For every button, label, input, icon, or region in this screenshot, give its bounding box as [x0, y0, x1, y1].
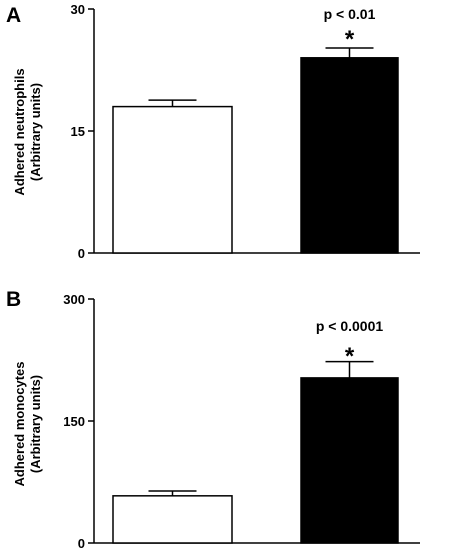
panel-a-p-value: p < 0.01 — [324, 6, 376, 22]
panel-a: A Adhered neutrophils (Arbitrary units) … — [6, 2, 420, 261]
panel-a-y-tick-label: 0 — [78, 246, 85, 261]
panel-b: B Adhered monocytes (Arbitrary units) 0 1… — [6, 288, 420, 551]
panel-a-ylabel-line2: (Arbitrary units) — [28, 83, 43, 181]
panel-a-letter: A — [6, 4, 21, 27]
panel-b-p-value: p < 0.0001 — [316, 318, 384, 334]
panel-a-y-tick-label: 30 — [71, 2, 85, 17]
panel-b-y-tick-label: 150 — [63, 414, 85, 429]
panel-b-bar-1 — [112, 495, 233, 544]
panel-a-ylabel-line1: Adhered neutrophils — [12, 68, 27, 195]
panel-a-significance-star: * — [345, 26, 355, 53]
panel-b-y-tick-label: 0 — [78, 536, 85, 551]
panel-b-ylabel-line1: Adhered monocytes — [12, 362, 27, 487]
panel-b-significance-star: * — [345, 343, 355, 370]
panel-b-plot: 0 150 300 * p < 0.0001 — [63, 292, 420, 551]
panel-b-bar-2 — [300, 377, 399, 544]
panel-a-plot: 0 15 30 * p < 0.01 — [71, 2, 420, 261]
panel-a-bar-2 — [300, 57, 399, 254]
panel-a-y-tick-label: 15 — [71, 124, 85, 139]
panel-b-letter: B — [6, 288, 21, 311]
panel-b-y-tick-label: 300 — [63, 292, 85, 307]
panel-a-bar-1 — [112, 105, 233, 254]
panel-b-ylabel-line2: (Arbitrary units) — [28, 375, 43, 473]
